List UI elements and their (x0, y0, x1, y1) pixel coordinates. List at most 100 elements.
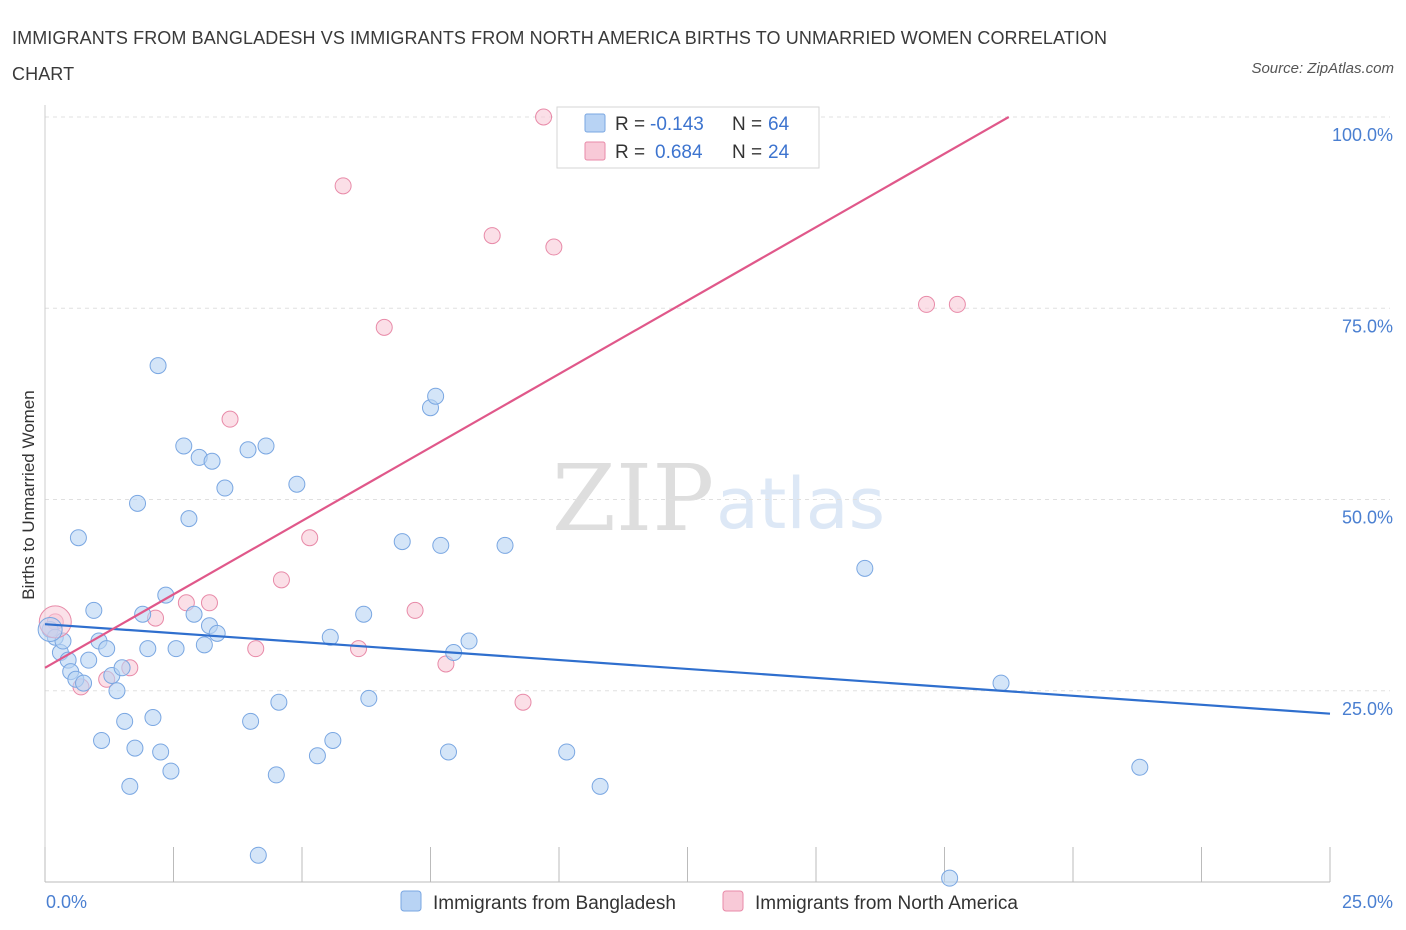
bangladesh-point (242, 712, 260, 730)
bangladesh-point (439, 743, 457, 761)
series-legend: Immigrants from Bangladesh Immigrants fr… (400, 890, 1018, 914)
bangladesh-point (69, 529, 87, 547)
bangladesh-point (116, 712, 134, 730)
source-label: Source: ZipAtlas.com (1251, 60, 1394, 77)
bangladesh-point (856, 559, 874, 577)
legend-swatch-pink (584, 141, 606, 161)
bangladesh-point (80, 651, 98, 669)
north-america-point (247, 640, 265, 658)
bangladesh-point (195, 636, 213, 654)
bangladesh-point (203, 452, 221, 470)
legend-marker-north-america (722, 890, 744, 912)
north-america-point (406, 601, 424, 619)
north-america-point (350, 640, 368, 658)
bangladesh-point (152, 743, 170, 761)
bangladesh-point (75, 674, 93, 692)
bangladesh-point (324, 731, 342, 749)
legend-n-label-1: N = (732, 114, 762, 135)
north-america-point (221, 410, 239, 428)
y-tick-labels: 25.0% 50.0% 75.0% 100.0% (1332, 125, 1393, 719)
bangladesh-point (121, 777, 139, 795)
bangladesh-point (257, 437, 275, 455)
north-america-point (334, 177, 352, 195)
bangladesh-point (393, 533, 411, 551)
bangladesh-point (208, 624, 226, 642)
y-tick-label-50: 50.0% (1342, 508, 1393, 528)
watermark-atlas: atlas (716, 463, 885, 545)
legend-r-value-1: -0.143 (650, 114, 704, 135)
bangladesh-point (288, 475, 306, 493)
bangladesh-point (98, 640, 116, 658)
bangladesh-point (139, 640, 157, 658)
x-tick-label-min: 0.0% (46, 892, 87, 912)
correlation-legend: R = -0.143 N = 64 R = 0.684 N = 24 (556, 106, 820, 169)
bangladesh-point (427, 387, 445, 405)
bangladesh-point (321, 628, 339, 646)
bangladesh-point (180, 510, 198, 528)
north-america-point (272, 571, 290, 589)
data-points (37, 108, 1149, 887)
legend-label-north-america: Immigrants from North America (755, 893, 1018, 914)
bangladesh-point (149, 357, 167, 375)
legend-n-value-2: 24 (768, 142, 790, 163)
legend-marker-bangladesh (400, 890, 422, 912)
x-tick-label-max: 25.0% (1342, 892, 1393, 912)
y-tick-label-25: 25.0% (1342, 699, 1393, 719)
bangladesh-point (185, 605, 203, 623)
y-tick-label-75: 75.0% (1342, 316, 1393, 336)
bangladesh-point (496, 536, 514, 554)
bangladesh-point (239, 441, 257, 459)
bangladesh-point (144, 709, 162, 727)
bangladesh-point (113, 659, 131, 677)
bangladesh-point (167, 640, 185, 658)
bangladesh-point (175, 437, 193, 455)
bangladesh-point (558, 743, 576, 761)
bangladesh-point (591, 777, 609, 795)
bangladesh-trend-line (44, 623, 1331, 715)
bangladesh-point (108, 682, 126, 700)
legend-label-bangladesh: Immigrants from Bangladesh (433, 893, 676, 914)
legend-n-label-2: N = (732, 142, 762, 163)
trend-lines (44, 116, 1331, 715)
bangladesh-point (126, 739, 144, 757)
legend-n-value-1: 64 (768, 114, 790, 135)
north-america-point (918, 295, 936, 313)
legend-r-value-2: 0.684 (655, 142, 703, 163)
bangladesh-point (308, 747, 326, 765)
north-america-point (545, 238, 563, 256)
north-america-point (948, 295, 966, 313)
north-america-point (200, 594, 218, 612)
bangladesh-point (162, 762, 180, 780)
north-america-point (301, 529, 319, 547)
bangladesh-point (992, 674, 1010, 692)
y-axis-label: Births to Unmarried Women (19, 390, 38, 599)
chart-title: IMMIGRANTS FROM BANGLADESH VS IMMIGRANTS… (12, 28, 1108, 84)
north-america-point (375, 318, 393, 336)
bangladesh-point (249, 846, 267, 864)
bangladesh-point (93, 731, 111, 749)
bangladesh-point (129, 494, 147, 512)
y-tick-label-100: 100.0% (1332, 125, 1393, 145)
legend-swatch-blue (584, 113, 606, 133)
bangladesh-point (941, 869, 959, 887)
north-america-point (483, 227, 501, 245)
bangladesh-point (355, 605, 373, 623)
bangladesh-point (267, 766, 285, 784)
watermark-zip: ZIP (552, 445, 714, 552)
bangladesh-cluster-point (37, 617, 63, 643)
north-america-point (535, 108, 553, 126)
bangladesh-point (216, 479, 234, 497)
legend-r-label-2: R = (615, 142, 645, 163)
axes (44, 105, 1331, 883)
north-america-point (514, 693, 532, 711)
grid-lines (45, 116, 1390, 692)
bangladesh-point (1131, 758, 1149, 776)
bangladesh-point (270, 693, 288, 711)
bangladesh-point (432, 536, 450, 554)
bangladesh-point (460, 632, 478, 650)
north-america-trend-line (44, 116, 1010, 669)
legend-r-label-1: R = (615, 114, 645, 135)
bangladesh-point (360, 689, 378, 707)
bangladesh-point (85, 601, 103, 619)
